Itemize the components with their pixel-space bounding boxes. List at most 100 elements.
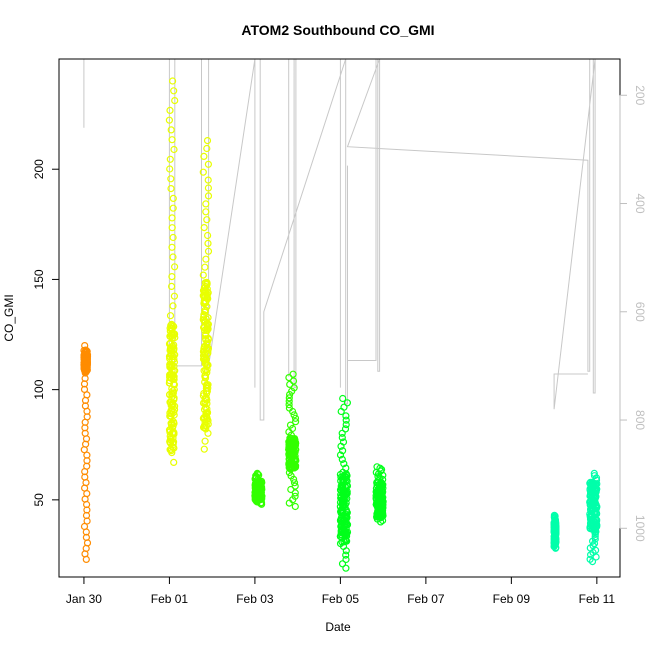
data-point bbox=[286, 421, 295, 429]
data-point bbox=[203, 366, 211, 374]
data-point bbox=[587, 515, 595, 523]
data-point bbox=[204, 239, 212, 247]
data-point bbox=[339, 512, 347, 520]
x-tick-label: Feb 11 bbox=[579, 592, 616, 606]
data-point bbox=[168, 214, 176, 222]
y-tick-label: 200 bbox=[32, 159, 46, 179]
data-point bbox=[168, 390, 176, 398]
data-point bbox=[168, 424, 176, 432]
series-4 bbox=[550, 469, 601, 566]
data-point bbox=[170, 87, 178, 95]
data-point bbox=[287, 485, 295, 494]
data-point bbox=[171, 333, 179, 342]
data-point bbox=[378, 509, 386, 517]
data-point bbox=[204, 247, 213, 255]
data-point bbox=[170, 419, 178, 427]
data-point bbox=[201, 306, 210, 314]
data-point bbox=[170, 438, 178, 446]
data-point bbox=[168, 243, 176, 251]
data-point bbox=[168, 282, 176, 290]
data-point bbox=[203, 368, 211, 377]
data-point bbox=[200, 297, 208, 305]
data-point bbox=[290, 411, 298, 419]
data-point bbox=[165, 116, 173, 124]
y-tick-label: 150 bbox=[32, 269, 46, 289]
data-point bbox=[170, 411, 178, 419]
y2-tick-label: 400 bbox=[633, 194, 647, 214]
data-point bbox=[204, 176, 212, 184]
data-point bbox=[587, 506, 595, 514]
data-point bbox=[201, 343, 209, 351]
data-point bbox=[201, 282, 209, 291]
x-tick-label: Feb 07 bbox=[407, 592, 445, 606]
data-point bbox=[169, 253, 177, 261]
data-point bbox=[339, 438, 348, 446]
data-point bbox=[204, 325, 212, 333]
data-point bbox=[166, 106, 174, 115]
data-point bbox=[167, 185, 175, 193]
chart-title: ATOM2 Southbound CO_GMI bbox=[241, 22, 434, 38]
data-point bbox=[171, 263, 179, 271]
y2-tick-label: 1000 bbox=[633, 515, 647, 542]
data-point bbox=[336, 503, 344, 511]
data-point bbox=[168, 224, 176, 232]
data-point bbox=[289, 377, 298, 385]
data-point bbox=[338, 560, 347, 568]
data-point bbox=[166, 165, 174, 173]
data-point bbox=[291, 482, 299, 490]
data-point bbox=[170, 145, 178, 154]
data-point bbox=[166, 327, 174, 335]
data-point bbox=[586, 555, 594, 563]
data-point bbox=[343, 472, 351, 480]
data-point bbox=[377, 482, 385, 490]
data-point bbox=[590, 492, 598, 500]
data-point bbox=[343, 487, 351, 496]
data-point bbox=[290, 384, 298, 392]
data-point bbox=[341, 425, 350, 433]
data-point bbox=[339, 489, 347, 497]
y-tick-label: 100 bbox=[32, 379, 46, 399]
data-point bbox=[288, 453, 296, 462]
x-tick-label: Feb 01 bbox=[151, 592, 189, 606]
data-point bbox=[336, 451, 345, 459]
data-point bbox=[169, 389, 177, 397]
data-point bbox=[290, 479, 299, 487]
data-point bbox=[285, 404, 293, 412]
data-point bbox=[342, 412, 350, 420]
data-point bbox=[199, 271, 207, 279]
data-point bbox=[290, 441, 298, 449]
data-point bbox=[291, 414, 300, 422]
data-point bbox=[170, 362, 178, 370]
data-point bbox=[199, 316, 207, 324]
data-point bbox=[592, 524, 600, 532]
data-point bbox=[200, 152, 208, 160]
data-point bbox=[343, 399, 351, 407]
data-point bbox=[170, 366, 178, 374]
data-point bbox=[204, 184, 212, 192]
data-point bbox=[203, 216, 211, 224]
data-point bbox=[201, 323, 209, 331]
x-tick-label: Jan 30 bbox=[66, 592, 102, 606]
data-point bbox=[202, 208, 210, 216]
data-point bbox=[201, 357, 209, 365]
data-point bbox=[170, 358, 178, 366]
pressure-line bbox=[83, 58, 596, 421]
data-point bbox=[166, 377, 174, 385]
data-point bbox=[591, 533, 599, 541]
data-point bbox=[590, 469, 598, 477]
data-point bbox=[340, 403, 348, 411]
data-point bbox=[373, 479, 381, 487]
data-point bbox=[201, 279, 209, 287]
data-point bbox=[169, 434, 177, 442]
data-point bbox=[200, 423, 208, 432]
data-point bbox=[550, 511, 559, 519]
data-point bbox=[340, 538, 348, 546]
pressure-line-layer bbox=[83, 58, 596, 421]
data-point bbox=[168, 136, 176, 144]
data-point bbox=[289, 370, 297, 378]
data-point bbox=[169, 204, 177, 212]
data-point bbox=[168, 375, 176, 383]
data-point bbox=[288, 449, 296, 457]
